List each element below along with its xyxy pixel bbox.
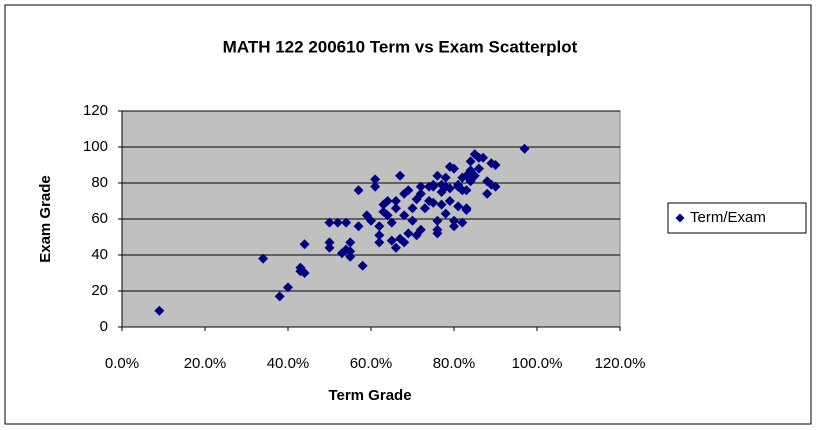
- y-axis-label: Exam Grade: [37, 175, 54, 263]
- y-tick-label: 0: [100, 318, 108, 335]
- point: [444, 196, 455, 206]
- legend-box: [667, 202, 807, 234]
- point: [345, 237, 356, 248]
- point: [374, 237, 385, 248]
- point: [274, 291, 285, 302]
- point: [403, 185, 414, 196]
- point: [415, 188, 426, 199]
- point: [357, 260, 368, 271]
- point: [453, 201, 464, 212]
- point: [299, 239, 310, 250]
- point: [478, 152, 489, 163]
- point: [390, 203, 401, 214]
- x-tick-label: 20.0%: [184, 355, 227, 372]
- point: [395, 170, 406, 181]
- point: [258, 253, 269, 264]
- point: [449, 215, 459, 226]
- point: [324, 217, 335, 228]
- x-tick-label: 120.0%: [595, 355, 646, 372]
- point: [432, 224, 443, 235]
- point: [366, 215, 376, 226]
- point: [390, 242, 401, 253]
- legend-marker: [675, 213, 685, 223]
- legend-label: Term/Exam: [690, 209, 766, 226]
- point: [440, 172, 451, 183]
- point: [382, 210, 393, 221]
- point: [374, 221, 385, 232]
- point: [449, 221, 459, 232]
- x-tick-label: 60.0%: [350, 355, 393, 372]
- point: [415, 224, 426, 235]
- point: [440, 208, 451, 219]
- point: [324, 242, 335, 253]
- point: [473, 163, 484, 174]
- point: [428, 181, 439, 192]
- point: [370, 181, 381, 192]
- point: [465, 156, 476, 167]
- point: [386, 217, 397, 228]
- point: [154, 305, 165, 316]
- point: [345, 251, 356, 262]
- y-tick-label: 100: [83, 138, 108, 155]
- x-tick-label: 100.0%: [512, 355, 563, 372]
- point: [432, 215, 443, 226]
- point: [444, 183, 455, 194]
- y-tick-label: 60: [91, 210, 108, 227]
- x-axis-label: Term Grade: [328, 387, 411, 404]
- point: [461, 203, 472, 214]
- point: [432, 170, 443, 181]
- point: [353, 221, 364, 232]
- point: [345, 246, 356, 257]
- point: [403, 228, 414, 239]
- point: [407, 203, 418, 214]
- point: [415, 181, 426, 192]
- point: [428, 197, 439, 208]
- point: [457, 217, 468, 228]
- x-tick-label: 0.0%: [105, 355, 139, 372]
- point: [324, 237, 335, 248]
- point: [519, 143, 530, 154]
- point: [399, 210, 410, 221]
- point: [390, 196, 401, 206]
- chart-title: MATH 122 200610 Term vs Exam Scatterplot: [223, 37, 578, 56]
- point: [299, 268, 310, 278]
- point: [332, 217, 343, 228]
- y-tick-label: 20: [91, 282, 108, 299]
- point: [341, 217, 352, 228]
- point: [374, 230, 385, 241]
- point: [382, 196, 393, 206]
- y-tick-label: 40: [91, 246, 108, 263]
- point: [386, 235, 397, 246]
- point: [490, 181, 501, 192]
- point: [283, 282, 293, 293]
- x-tick-label: 80.0%: [433, 355, 476, 372]
- point: [370, 174, 381, 185]
- point: [436, 199, 447, 210]
- x-tick-label: 40.0%: [267, 355, 310, 372]
- point: [490, 160, 501, 170]
- point: [449, 163, 459, 174]
- y-tick-label: 120: [83, 102, 108, 119]
- y-tick-label: 80: [91, 174, 108, 191]
- point: [353, 185, 364, 196]
- point: [419, 203, 430, 214]
- point: [469, 170, 480, 181]
- point: [482, 188, 493, 199]
- point: [407, 215, 418, 226]
- point: [461, 185, 472, 196]
- point: [399, 237, 410, 248]
